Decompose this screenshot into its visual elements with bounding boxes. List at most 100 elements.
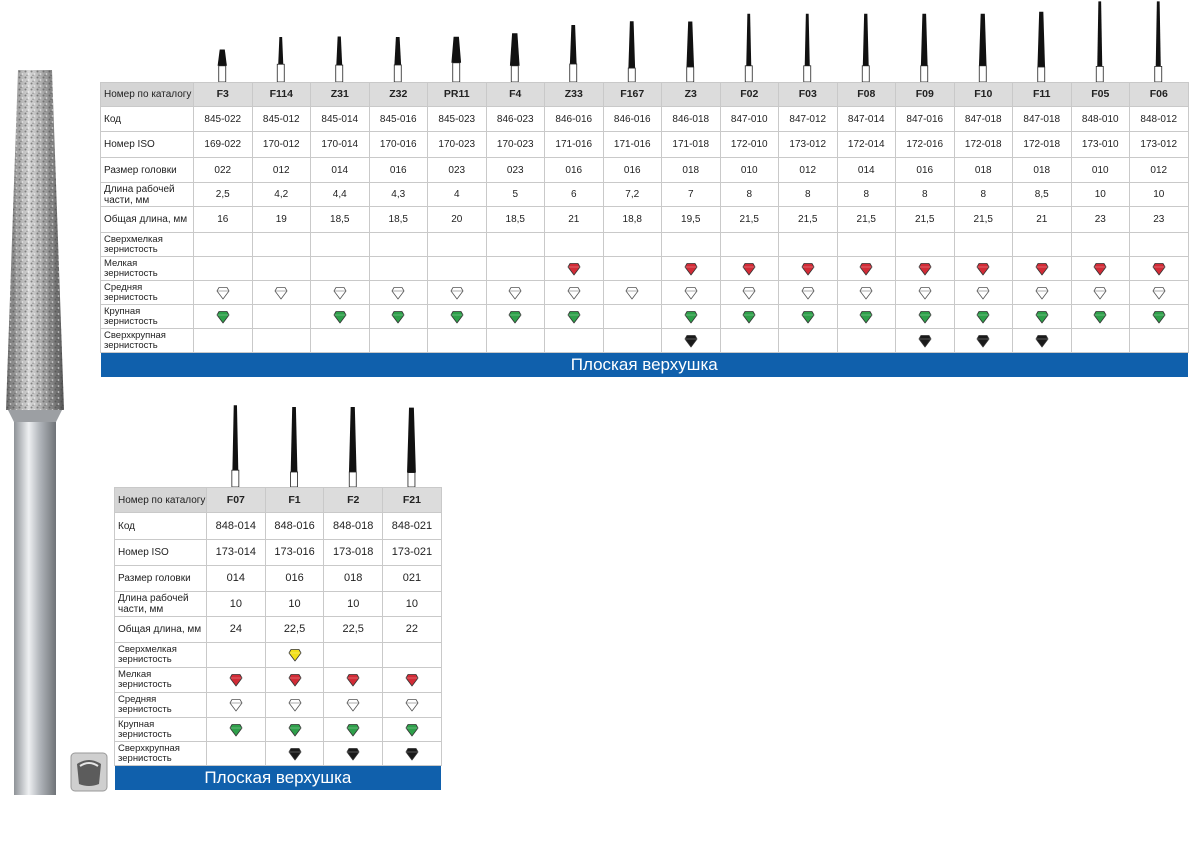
cell-code: 845-014 — [310, 106, 370, 132]
grit-medium-diamond-icon — [918, 286, 932, 299]
grit-xfine-diamond-icon — [288, 649, 301, 662]
diamond-bur-image — [6, 70, 64, 795]
grit-fine-diamond-icon — [859, 262, 873, 275]
cell-iso: 172-016 — [895, 131, 955, 158]
row-label-grit-xcoarse: Сверхкрупная зернистость — [100, 328, 194, 353]
grit-cell — [206, 692, 266, 718]
model-number: F167 — [602, 82, 662, 107]
grit-cell — [1129, 328, 1189, 353]
grit-cell — [193, 256, 253, 281]
grit-coarse-diamond-icon — [742, 310, 756, 323]
cell-total-len: 18,5 — [368, 206, 428, 233]
grit-cell — [206, 667, 266, 693]
row-grit-xfine: Сверхмелкая зернистость — [114, 642, 442, 668]
cell-head: 014 — [310, 157, 370, 183]
cell-head: 016 — [895, 157, 955, 183]
grit-cell — [719, 328, 779, 353]
cell-iso: 171-018 — [661, 131, 721, 158]
grit-xcoarse-diamond-icon — [346, 747, 360, 760]
cell-work-len: 7,2 — [602, 182, 662, 207]
grit-fine-diamond-icon — [801, 262, 815, 275]
cell-work-len: 10 — [1129, 182, 1189, 207]
cell-total-len: 22,5 — [323, 616, 384, 643]
grit-cell — [661, 304, 721, 329]
grit-cell — [602, 304, 662, 329]
bur-silhouette-icon — [348, 407, 357, 488]
cell-code: 845-016 — [368, 106, 428, 132]
grit-cell — [251, 304, 311, 329]
grit-cell — [251, 232, 311, 257]
grit-cell — [264, 642, 325, 668]
grit-cell — [836, 256, 896, 281]
grit-cell — [310, 280, 370, 305]
grit-coarse-diamond-icon — [229, 723, 243, 736]
cell-work-len: 8 — [895, 182, 955, 207]
row-grit-coarse: Крупная зернистость — [114, 717, 442, 742]
model-number: F09 — [895, 82, 955, 107]
grit-cell — [602, 232, 662, 257]
cell-total-len: 24 — [206, 616, 266, 643]
cell-total-len: 20 — [427, 206, 487, 233]
row-grit-coarse: Крупная зернистость — [100, 304, 1189, 329]
cell-head: 010 — [1070, 157, 1130, 183]
grit-cell — [778, 256, 838, 281]
grit-fine-diamond-icon — [918, 262, 932, 275]
cell-code: 847-010 — [719, 106, 779, 132]
grit-cell — [719, 304, 779, 329]
cell-total-len: 21,5 — [953, 206, 1013, 233]
cell-code: 848-021 — [382, 512, 442, 540]
cell-code: 845-023 — [427, 106, 487, 132]
grit-cell — [193, 328, 253, 353]
grit-cell — [895, 256, 955, 281]
grit-fine-diamond-icon — [405, 674, 419, 687]
model-number: F06 — [1129, 82, 1189, 107]
model-number: F3 — [193, 82, 253, 107]
cell-iso: 173-010 — [1070, 131, 1130, 158]
cell-iso: 172-018 — [953, 131, 1013, 158]
row-code: Код 845-022 845-012 845-014 845-016 845-023 84… — [100, 106, 1189, 132]
row-label-iso: Номер ISO — [114, 539, 207, 566]
model-number: F03 — [778, 82, 838, 107]
row-grit-xcoarse: Сверхкрупная зернистость — [100, 328, 1189, 353]
cell-head: 012 — [1129, 157, 1189, 183]
cell-work-len: 5 — [485, 182, 545, 207]
bur-silhouette-icon — [290, 407, 298, 488]
grit-xcoarse-diamond-icon — [684, 334, 698, 347]
cell-head: 018 — [1012, 157, 1072, 183]
cell-work-len: 8,5 — [1012, 182, 1072, 207]
row-label-work-len: Длина рабочей части, мм — [114, 591, 207, 617]
cell-total-len: 21,5 — [719, 206, 779, 233]
cell-total-len: 19,5 — [661, 206, 721, 233]
bur-silhouette-icon — [978, 13, 987, 83]
model-number: F08 — [836, 82, 896, 107]
model-number: F1 — [264, 487, 325, 513]
grit-cell — [427, 232, 487, 257]
cell-total-len: 21 — [1012, 206, 1072, 233]
cell-work-len: 4,3 — [368, 182, 428, 207]
grit-cell — [661, 256, 721, 281]
grit-cell — [953, 256, 1013, 281]
grit-cell — [382, 642, 442, 668]
row-grit-xcoarse: Сверхкрупная зернистость — [114, 741, 442, 766]
grit-cell — [485, 256, 545, 281]
cell-head: 012 — [778, 157, 838, 183]
grit-cell — [602, 256, 662, 281]
row-label-grit-medium: Средняя зернистость — [114, 692, 207, 718]
cell-head: 016 — [544, 157, 604, 183]
cell-work-len: 6 — [544, 182, 604, 207]
banner-row: Плоская верхушка — [100, 352, 1188, 377]
grit-coarse-diamond-icon — [976, 310, 990, 323]
grit-cell — [895, 232, 955, 257]
grit-medium-diamond-icon — [567, 286, 581, 299]
grit-coarse-diamond-icon — [450, 310, 464, 323]
cell-code: 848-010 — [1070, 106, 1130, 132]
bur-silhouette-icon — [627, 21, 636, 83]
row-label-iso: Номер ISO — [100, 131, 194, 158]
grit-cell — [323, 667, 384, 693]
model-number: F4 — [485, 82, 545, 107]
grit-cell — [602, 328, 662, 353]
model-number: Z33 — [544, 82, 604, 107]
row-label-catalog: Номер по каталогу — [100, 82, 194, 107]
grit-cell — [1129, 232, 1189, 257]
grit-cell — [368, 232, 428, 257]
